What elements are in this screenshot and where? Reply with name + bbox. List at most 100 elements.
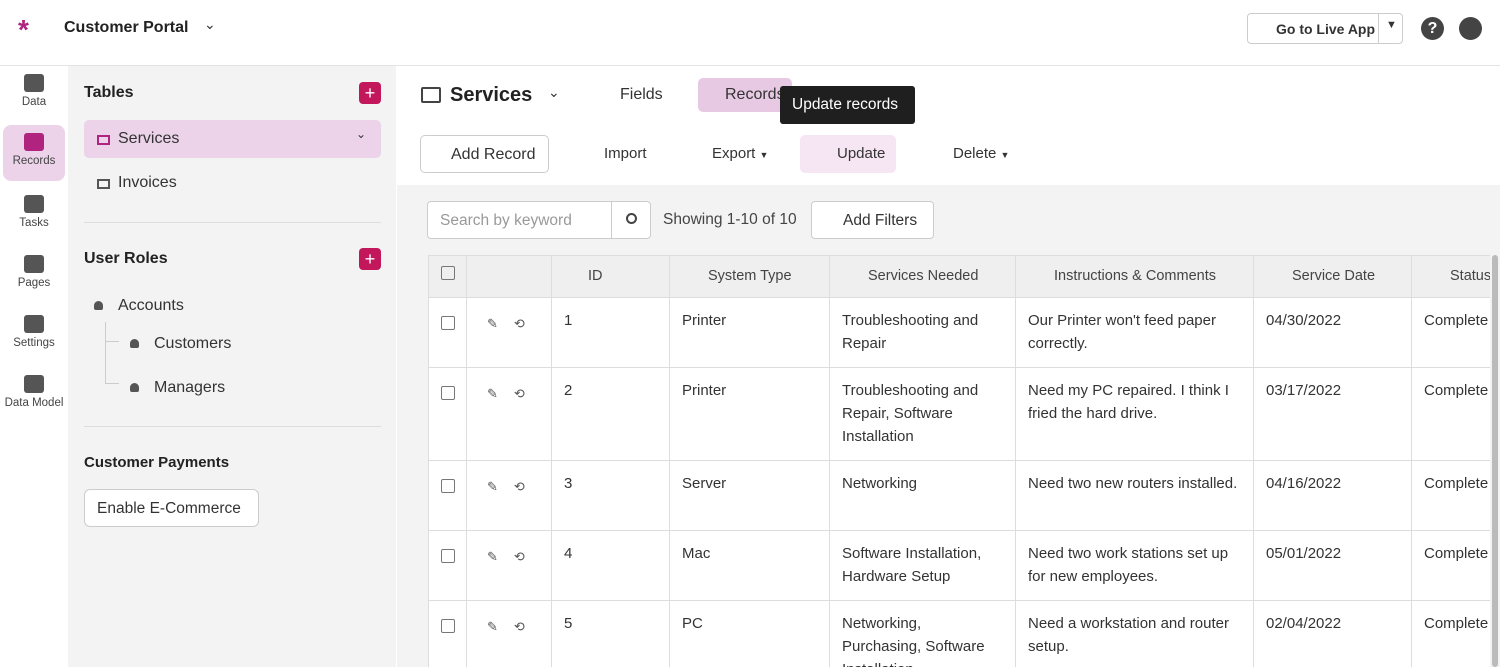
role-label: Accounts xyxy=(118,297,184,314)
main: Services ⌄ Fields Records Add Record Impo… xyxy=(397,66,1500,667)
payments-title: Customer Payments xyxy=(84,454,230,471)
caret: ▼ xyxy=(759,150,769,160)
checkbox[interactable] xyxy=(441,479,455,493)
checkbox[interactable] xyxy=(441,619,455,633)
cell: Complete xyxy=(1411,460,1490,531)
checkbox[interactable] xyxy=(441,386,455,400)
column-header[interactable]: Instructions & Comments xyxy=(1015,255,1254,298)
record-row: ✎ ⟲ 1 Printer Troubleshooting and Repair Our … xyxy=(428,297,1490,368)
action-button[interactable]: Export ▼ xyxy=(712,145,769,162)
add-table[interactable]: + xyxy=(359,82,381,104)
role-icon xyxy=(94,301,103,310)
history-icon[interactable]: ⟲ xyxy=(513,479,525,494)
action-button[interactable]: Delete ▼ xyxy=(953,145,1010,162)
cell: Printer xyxy=(669,297,830,368)
records-table: ID System Type Services Needed Instructions… xyxy=(428,255,1490,667)
history-icon[interactable]: ⟲ xyxy=(513,549,525,564)
role-icon xyxy=(130,339,139,348)
search-box[interactable]: Search by keyword xyxy=(427,201,651,239)
checkbox[interactable] xyxy=(441,316,455,330)
filters-button[interactable]: Add Filters xyxy=(811,201,934,239)
cell: Mac xyxy=(669,530,830,601)
table-icon xyxy=(421,87,441,103)
edit-icon[interactable]: ✎ xyxy=(487,619,498,634)
history-icon[interactable]: ⟲ xyxy=(513,386,525,401)
table-item-icon xyxy=(97,135,110,145)
nav-label: Tasks xyxy=(19,217,49,229)
roles-title: User Roles xyxy=(84,250,168,267)
column-header[interactable]: ID xyxy=(551,255,670,298)
history-icon[interactable]: ⟲ xyxy=(513,619,525,634)
column-header[interactable]: Service Date xyxy=(1253,255,1412,298)
table-item-label: Services xyxy=(118,130,180,147)
action-button[interactable]: Add Record xyxy=(420,135,549,173)
search-icon[interactable] xyxy=(626,213,637,224)
role-item[interactable]: Managers xyxy=(130,378,226,400)
help-icon[interactable]: ? xyxy=(1421,17,1444,40)
edit-icon[interactable]: ✎ xyxy=(487,549,498,564)
caret: ▼ xyxy=(1000,150,1010,160)
table-head: ID System Type Services Needed Instructions… xyxy=(428,255,1490,298)
live-app-dropdown[interactable]: ▼ xyxy=(1386,19,1397,31)
table-wrap: ID System Type Services Needed Instructions… xyxy=(428,255,1490,667)
add-role[interactable]: + xyxy=(359,248,381,270)
scrollbar[interactable] xyxy=(1492,255,1498,667)
nav-item[interactable]: Tasks xyxy=(3,187,65,243)
table-item[interactable]: Invoices xyxy=(84,164,381,202)
nav-icon xyxy=(24,74,44,92)
logo[interactable]: * xyxy=(18,14,29,45)
live-app-button[interactable]: Go to Live App xyxy=(1276,21,1376,37)
column-title: Status xyxy=(1450,268,1490,284)
role-item[interactable]: Accounts xyxy=(94,296,184,318)
role-icon xyxy=(130,383,139,392)
column-title: Instructions & Comments xyxy=(1054,268,1216,284)
column-title: System Type xyxy=(708,268,792,284)
action-button[interactable]: Update xyxy=(800,135,896,173)
column-title: Services Needed xyxy=(868,268,979,284)
nav-item[interactable]: Data Model xyxy=(3,367,65,423)
cell: Our Printer won't feed paper correctly. xyxy=(1015,297,1254,368)
role-item[interactable]: Customers xyxy=(130,334,232,356)
column-header[interactable]: Services Needed xyxy=(829,255,1016,298)
table-item[interactable]: Services ⌄ xyxy=(84,120,381,158)
records-tab[interactable]: Records xyxy=(698,78,792,112)
cell: 2 xyxy=(551,367,670,461)
app-menu[interactable]: ⌄ xyxy=(204,16,216,32)
account-icon[interactable] xyxy=(1459,17,1482,40)
nav-icon xyxy=(24,133,44,151)
cell: 3 xyxy=(551,460,670,531)
select-cell xyxy=(428,367,467,461)
fields-tab[interactable]: Fields xyxy=(620,86,663,103)
divider xyxy=(1378,14,1379,43)
edit-icon[interactable]: ✎ xyxy=(487,316,498,331)
nav-item[interactable]: Data xyxy=(3,66,65,122)
table-item-menu[interactable]: ⌄ xyxy=(356,127,367,141)
app-name[interactable]: Customer Portal xyxy=(64,19,189,36)
table-item-label: Invoices xyxy=(118,174,177,191)
nav-item[interactable]: Pages xyxy=(3,247,65,303)
checkbox[interactable] xyxy=(441,266,455,280)
tree-line xyxy=(105,322,119,342)
title-menu[interactable]: ⌄ xyxy=(548,84,560,100)
search-placeholder: Search by keyword xyxy=(440,212,572,229)
cell: 02/04/2022 xyxy=(1253,600,1412,667)
cell: Complete xyxy=(1411,530,1490,601)
record-row: ✎ ⟲ 3 Server Networking Need two new routers … xyxy=(428,460,1490,531)
edit-icon[interactable]: ✎ xyxy=(487,386,498,401)
checkbox[interactable] xyxy=(441,549,455,563)
ecommerce-button[interactable]: Enable E-Commerce xyxy=(84,489,259,527)
action-button[interactable]: Import xyxy=(604,145,647,162)
nav-item[interactable]: Settings xyxy=(3,307,65,363)
nav-icon xyxy=(24,255,44,273)
nav-icon xyxy=(24,195,44,213)
edit-icon[interactable]: ✎ xyxy=(487,479,498,494)
column-header[interactable]: System Type xyxy=(669,255,830,298)
cell: Troubleshooting and Repair xyxy=(829,297,1016,368)
history-icon[interactable]: ⟲ xyxy=(513,316,525,331)
cell: 1 xyxy=(551,297,670,368)
nav-item[interactable]: Records xyxy=(3,125,65,181)
column-header[interactable]: Status xyxy=(1411,255,1490,298)
nav-label: Data xyxy=(21,96,47,108)
cell: Need two work stations set up for new em… xyxy=(1015,530,1254,601)
